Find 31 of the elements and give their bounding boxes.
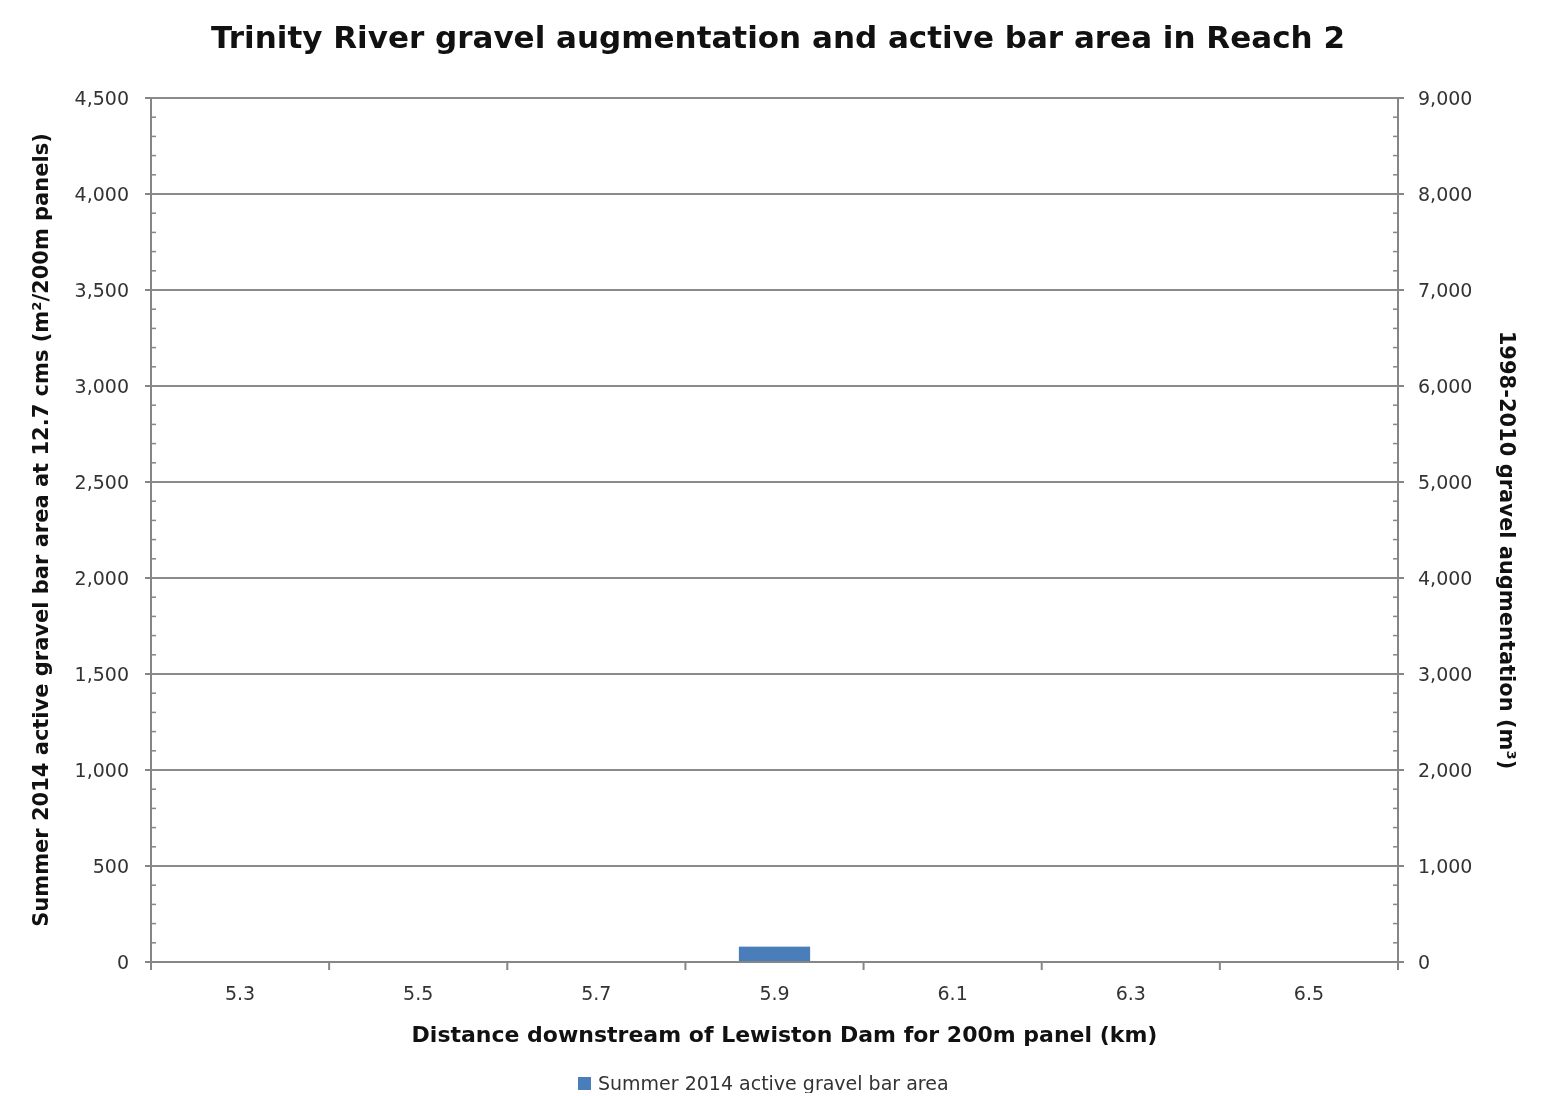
y2-tick-label: 8,000 [1418,182,1473,205]
y2-tick-label: 9,000 [1418,86,1473,109]
y-tick-label: 0 [116,950,129,973]
y-tick-label: 500 [92,854,129,877]
y2-tick-label: 0 [1418,950,1431,973]
y-tick-label: 4,500 [74,86,129,109]
y2-tick-label: 7,000 [1418,278,1473,301]
y2-tick-label: 6,000 [1418,374,1473,397]
y2-tick-label: 3,000 [1418,662,1473,685]
y-tick-label: 3,000 [74,374,129,397]
y-axis-title: Summer 2014 active gravel bar area at 12.7 cms (m²/200m panels) [29,133,53,927]
y2-tick-label: 1,000 [1418,854,1473,877]
x-tick-label: 6.1 [937,982,968,1004]
y-tick-label: 2,500 [74,470,129,493]
x-axis-title: Distance downstream of Lewiston Dam for 200m panel (km) [411,1022,1158,1047]
x-tick-label: 5.5 [403,982,434,1004]
y-tick-label: 1,000 [74,758,129,781]
y-tick-label: 1,500 [74,662,129,685]
y2-tick-label: 4,000 [1418,566,1473,589]
x-tick-label: 5.3 [224,982,256,1004]
y-tick-label: 4,000 [74,182,129,205]
y2-tick-label: 2,000 [1418,758,1473,781]
chart-title: Trinity River gravel augmentation and active bar area in Reach 2 [211,19,1345,55]
x-tick-label: 6.5 [1293,982,1325,1004]
y2-tick-label: 5,000 [1418,470,1473,493]
x-tick-label: 6.3 [1115,982,1146,1004]
x-tick-label: 5.9 [759,982,790,1004]
y2-axis-title: 1998-2010 gravel augmentation (m³) [1495,330,1519,770]
y-tick-label: 2,000 [74,566,129,589]
x-tick-label: 5.7 [581,982,612,1004]
y-tick-label: 3,500 [74,278,129,301]
